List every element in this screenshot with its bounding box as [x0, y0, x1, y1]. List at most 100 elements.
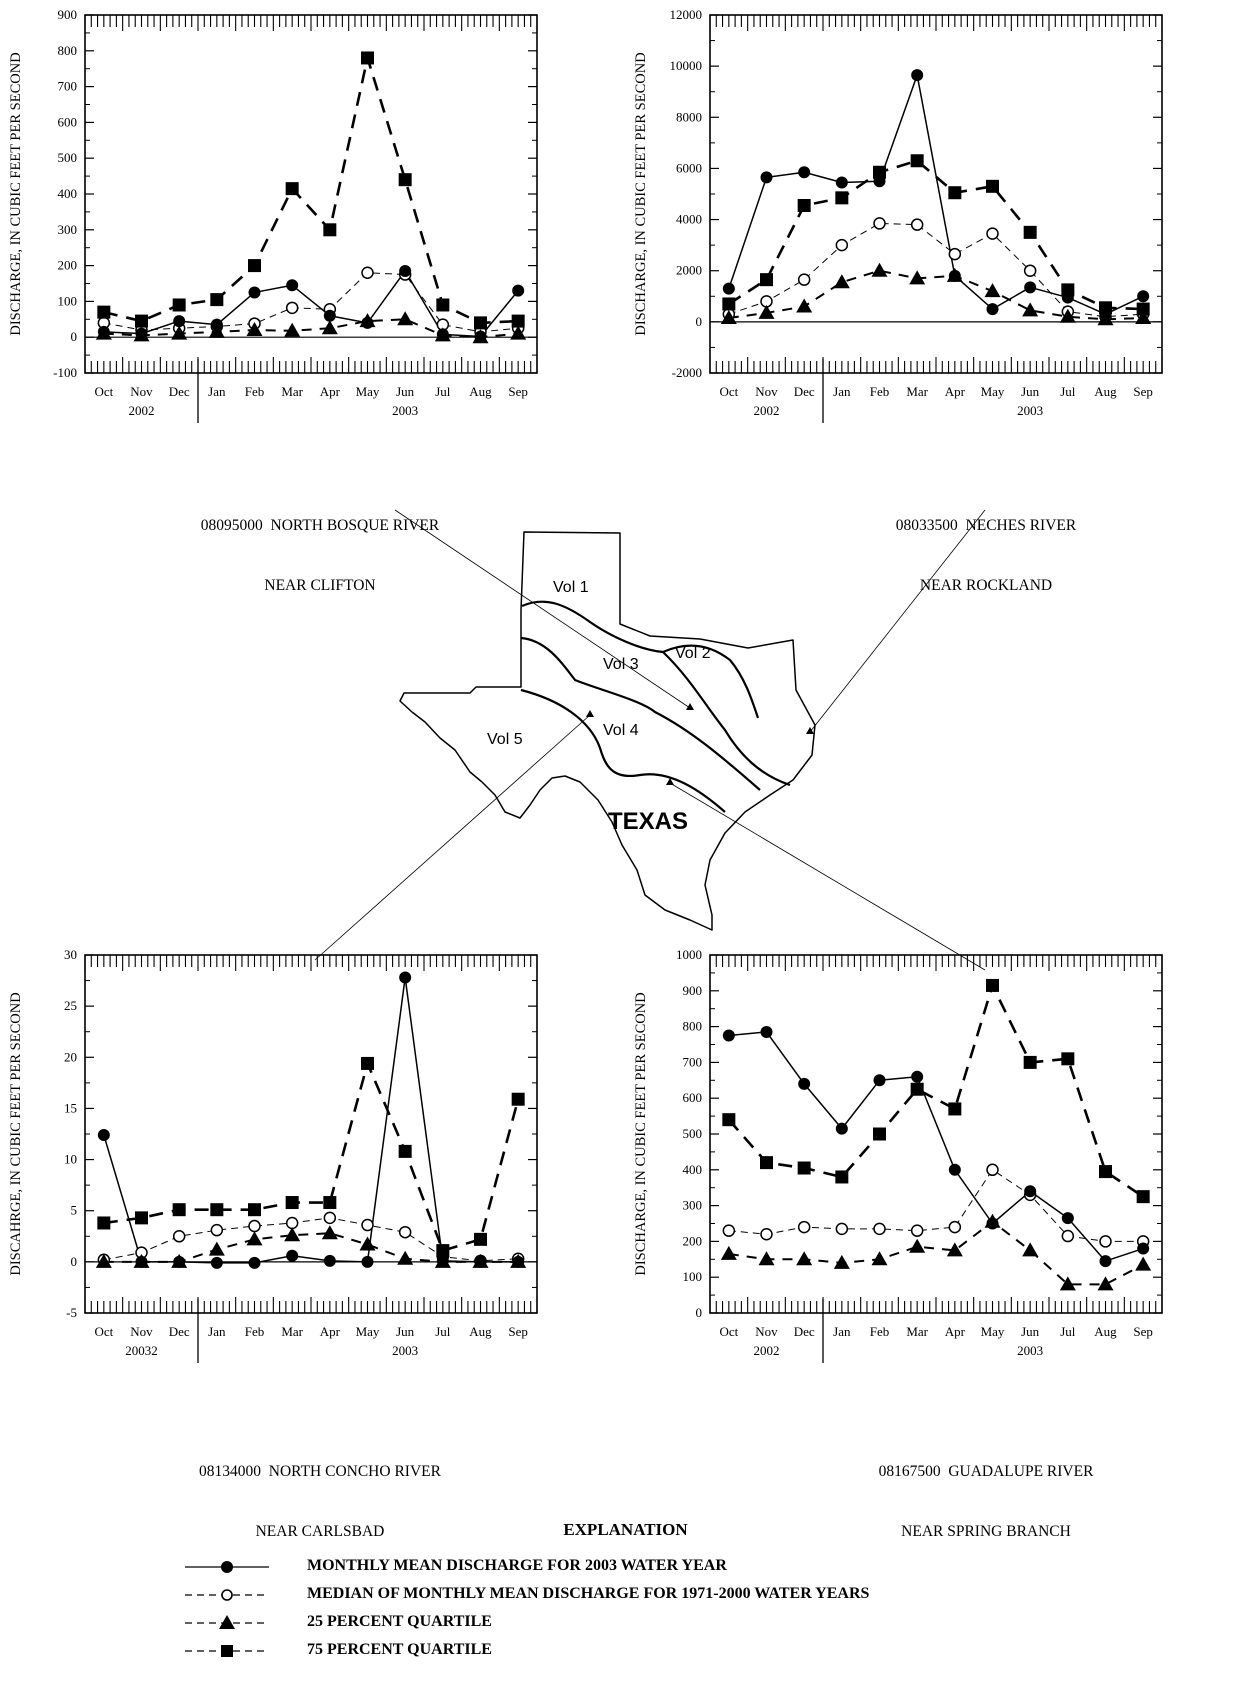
- legend-item-mean: MONTHLY MEAN DISCHARGE FOR 2003 WATER YE…: [185, 1554, 1085, 1580]
- point-mean: [873, 1074, 886, 1087]
- y-tick-label: 200: [683, 1233, 703, 1248]
- x-tick-label: Jul: [435, 384, 451, 399]
- y-tick-label: 20: [64, 1049, 77, 1064]
- y-axis-label: DISCHARGE, IN CUBIC FEET PER SECOND: [8, 52, 24, 335]
- y-tick-label: 10: [64, 1152, 77, 1167]
- point-q75: [1023, 225, 1037, 239]
- point-q25: [1022, 1242, 1039, 1257]
- point-median: [760, 1227, 773, 1241]
- x-tick-label: Jul: [1060, 384, 1076, 399]
- y-tick-label: 900: [683, 983, 703, 998]
- point-q25: [95, 1253, 112, 1268]
- point-q25: [758, 304, 775, 319]
- y-tick-label: 600: [58, 114, 78, 129]
- x-tick-label: Apr: [320, 1324, 341, 1339]
- point-mean: [722, 282, 735, 295]
- point-median: [1061, 1229, 1075, 1243]
- y-tick-label: 8000: [676, 109, 702, 124]
- year-label-right: 2003: [1017, 403, 1043, 418]
- y-tick-label: 800: [58, 43, 78, 58]
- point-mean: [1099, 308, 1112, 321]
- x-tick-label: May: [356, 1324, 380, 1339]
- x-tick-label: Nov: [130, 1324, 153, 1339]
- point-mean: [835, 176, 848, 189]
- legend-label-median: MEDIAN OF MONTHLY MEAN DISCHARGE FOR 197…: [307, 1585, 870, 1602]
- y-axis-label: DISCHARGE, IN CUBIC FEET PER SECOND: [633, 992, 649, 1275]
- y-tick-label: 900: [58, 7, 78, 22]
- point-q75: [948, 186, 962, 200]
- point-median: [986, 1163, 999, 1177]
- point-q75: [248, 1203, 261, 1217]
- point-median: [835, 1222, 849, 1236]
- y-tick-label: 400: [58, 186, 78, 201]
- point-q25: [246, 1231, 263, 1246]
- point-mean: [512, 1255, 525, 1268]
- point-q25: [720, 310, 737, 325]
- point-mean: [986, 1217, 999, 1230]
- point-q75: [1023, 1055, 1037, 1069]
- point-mean: [1099, 1255, 1112, 1268]
- point-q75: [474, 316, 487, 330]
- point-mean: [323, 309, 336, 322]
- point-q25: [284, 322, 301, 337]
- point-q25: [208, 1241, 225, 1256]
- x-tick-label: Aug: [469, 384, 492, 399]
- caption-line1: 08033500 NECHES RIVER: [895, 517, 1077, 534]
- y-tick-label: -100: [53, 365, 77, 380]
- legend-label-mean: MONTHLY MEAN DISCHARGE FOR 2003 WATER YE…: [307, 1557, 727, 1574]
- x-tick-label: Mar: [281, 384, 303, 399]
- caption-line2: NEAR CLIFTON: [264, 577, 376, 594]
- x-tick-label: Jun: [1021, 384, 1040, 399]
- point-mean: [210, 318, 223, 331]
- point-q25: [246, 322, 263, 337]
- x-tick-label: Mar: [906, 1324, 928, 1339]
- point-q75: [323, 223, 337, 237]
- point-median: [361, 1218, 374, 1232]
- point-q75: [511, 314, 525, 328]
- point-q25: [796, 1251, 813, 1266]
- x-tick-label: Aug: [1094, 384, 1117, 399]
- x-tick-label: Feb: [870, 1324, 890, 1339]
- basin-boundaries: [520, 600, 791, 813]
- point-q75: [436, 298, 450, 312]
- point-mean: [436, 1254, 449, 1267]
- y-tick-label: 1000: [676, 947, 702, 962]
- legend-item-q75: 75 PERCENT QUARTILE: [185, 1638, 1085, 1664]
- x-tick-label: Feb: [245, 1324, 265, 1339]
- point-median: [722, 1224, 736, 1237]
- point-mean: [248, 1256, 261, 1269]
- x-tick-label: Sep: [1133, 1324, 1153, 1339]
- x-tick-label: Jul: [435, 1324, 451, 1339]
- caption-line1: 08095000 NORTH BOSQUE RIVER: [200, 517, 440, 534]
- point-q75: [1136, 302, 1150, 316]
- point-mean: [911, 69, 924, 82]
- y-tick-label: 0: [71, 1254, 78, 1269]
- point-mean: [1061, 291, 1074, 304]
- point-q25: [1097, 1276, 1114, 1291]
- point-mean: [135, 1255, 148, 1268]
- y-tick-label: 100: [58, 293, 78, 308]
- point-mean: [1024, 281, 1037, 294]
- point-q75: [760, 1156, 773, 1170]
- point-q25: [510, 325, 527, 340]
- series-line-q25: [103, 318, 519, 339]
- point-q75: [172, 1203, 186, 1217]
- legend-symbol-q25: [185, 1615, 269, 1629]
- point-q25: [909, 270, 926, 285]
- series-line-mean: [103, 270, 519, 338]
- series-line-median: [728, 1169, 1144, 1242]
- point-q75: [873, 1127, 886, 1141]
- point-mean: [986, 303, 999, 316]
- y-tick-label: 25: [64, 998, 77, 1013]
- x-tick-label: Aug: [469, 1324, 492, 1339]
- year-label-right: 2003: [392, 403, 418, 418]
- series-line-median: [728, 222, 1144, 318]
- point-q25: [1135, 1256, 1152, 1271]
- texas-outline: [399, 531, 816, 931]
- y-tick-label: 12000: [670, 7, 703, 22]
- y-tick-label: 300: [58, 222, 78, 237]
- point-median: [210, 1223, 224, 1237]
- point-mean: [436, 328, 449, 341]
